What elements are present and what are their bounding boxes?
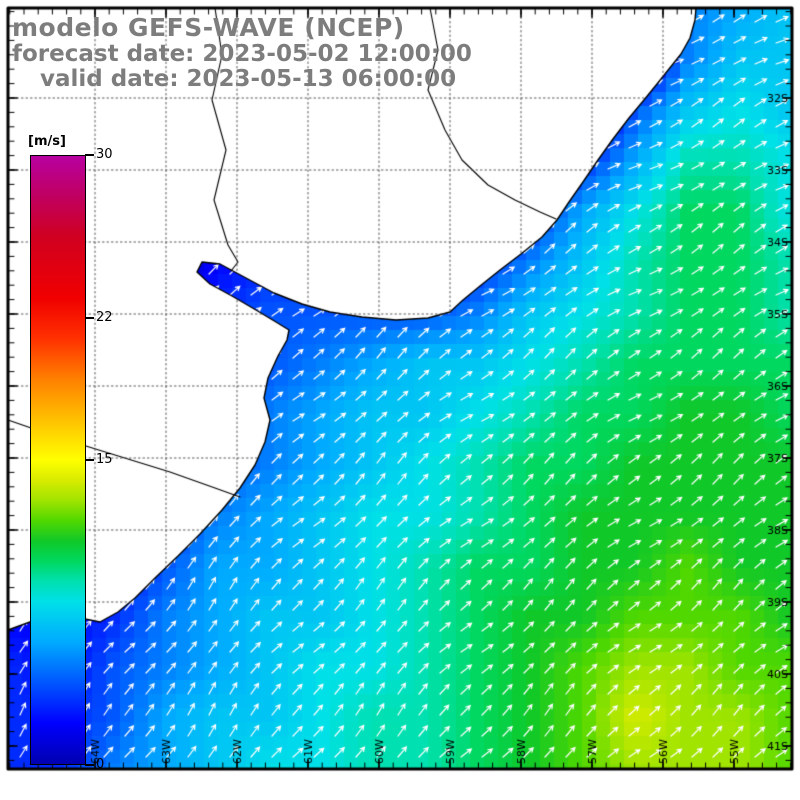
colorbar-tick-label: 0 xyxy=(96,757,105,772)
colorbar-tick-mark xyxy=(85,154,94,156)
colorbar-tick-label: 15 xyxy=(96,452,113,467)
colorbar: [m/s] 30 22 15 0 xyxy=(28,134,150,796)
colorbar-tick-mark xyxy=(85,316,94,319)
chart-header: modelo GEFS-WAVE (NCEP) forecast date: 2… xyxy=(12,14,472,92)
model-title: modelo GEFS-WAVE (NCEP) xyxy=(12,13,405,42)
colorbar-tick-mark xyxy=(85,459,94,461)
colorbar-tick-label: 30 xyxy=(96,147,113,162)
forecast-date-line: forecast date: 2023-05-02 12:00:00 xyxy=(12,40,472,67)
colorbar-tick-label: 22 xyxy=(96,309,113,325)
colorbar-tick-mark xyxy=(85,764,94,766)
colorbar-unit-label: [m/s] xyxy=(28,134,66,149)
valid-date-line: valid date: 2023-05-13 06:00:00 xyxy=(40,65,457,92)
colorbar-gradient xyxy=(30,155,86,765)
